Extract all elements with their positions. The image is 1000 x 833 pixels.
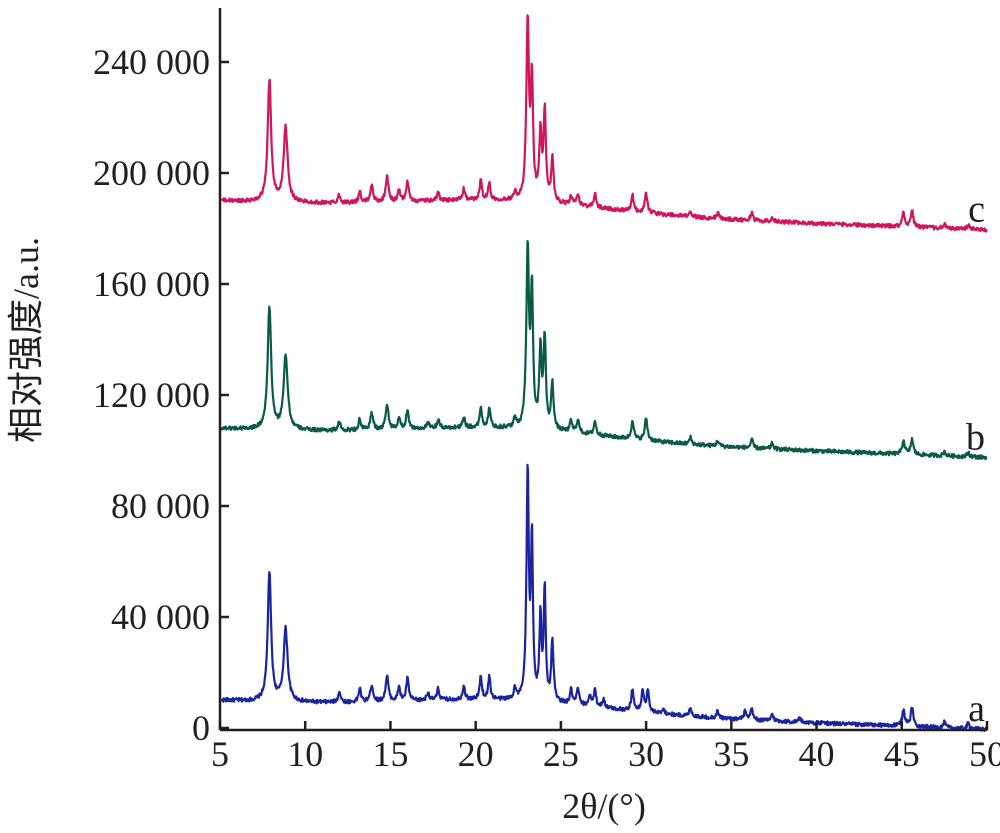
x-tick-label: 15 <box>372 734 408 774</box>
series-line-c <box>220 14 988 233</box>
y-tick-label: 80 000 <box>111 486 210 526</box>
x-tick-label: 45 <box>884 734 920 774</box>
x-tick-label: 40 <box>799 734 835 774</box>
series-label-c: c <box>968 189 985 231</box>
series-label-a: a <box>968 688 985 730</box>
x-axis-title: 2θ/(°) <box>562 786 646 826</box>
x-tick-label: 10 <box>287 734 323 774</box>
x-tick-label: 30 <box>628 734 664 774</box>
y-tick-label: 200 000 <box>93 153 210 193</box>
x-tick-label: 20 <box>458 734 494 774</box>
y-ticks: 0 40 000 80 000 120 000 160 000 200 000 240 00… <box>93 42 229 748</box>
x-tick-label: 35 <box>713 734 749 774</box>
y-tick-label: 160 000 <box>93 264 210 304</box>
series-labels: a b c <box>966 189 985 730</box>
y-tick-label: 40 000 <box>111 597 210 637</box>
series-label-b: b <box>966 416 985 458</box>
x-tick-label: 25 <box>543 734 579 774</box>
y-tick-label: 0 <box>192 708 210 748</box>
x-tick-label: 50 <box>969 734 1000 774</box>
x-ticks: 5 10 15 20 25 30 35 40 45 50 <box>211 721 1000 774</box>
series-line-b <box>220 240 988 461</box>
y-axis-title: 相对强度/a.u. <box>6 237 46 443</box>
x-tick-label: 5 <box>211 734 229 774</box>
axes <box>218 8 987 732</box>
y-tick-label: 240 000 <box>93 42 210 82</box>
y-tick-label: 120 000 <box>93 375 210 415</box>
series-lines <box>220 14 988 732</box>
series-line-a <box>220 463 988 732</box>
